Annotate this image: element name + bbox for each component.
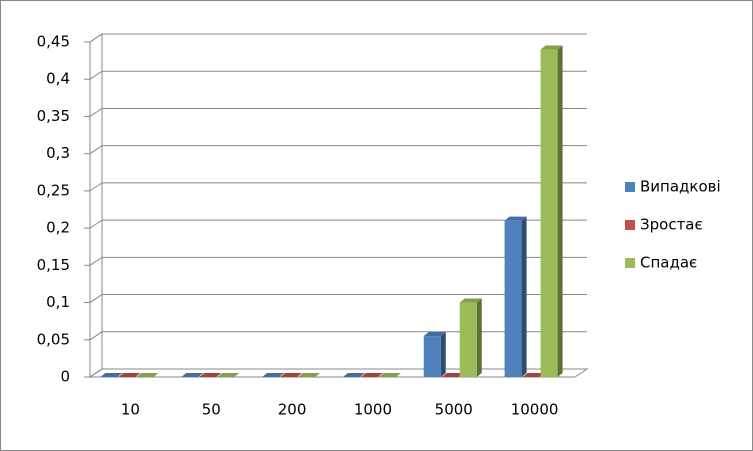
bar-top	[136, 373, 159, 377]
y-tick-label: 0,3	[46, 144, 70, 162]
bar	[459, 302, 477, 377]
grid-line	[89, 145, 587, 155]
y-tick-label: 0,4	[46, 70, 70, 88]
bar-top	[441, 373, 464, 377]
bar-side	[557, 45, 563, 377]
bar-top	[100, 373, 123, 377]
y-tick-label: 0,05	[37, 330, 70, 348]
y-tick-label: 0,1	[46, 293, 70, 311]
bar-side	[440, 332, 446, 377]
legend-swatch	[625, 182, 635, 192]
legend-label: Випадкові	[640, 178, 721, 196]
x-tick-label: 200	[278, 401, 307, 419]
bar-top	[540, 45, 563, 50]
y-tick-label: 0	[60, 368, 70, 386]
bar-top	[199, 373, 222, 377]
bar-top	[217, 373, 240, 377]
grid-line	[89, 70, 587, 80]
bar-side	[476, 298, 482, 377]
legend-label: Зростає	[640, 216, 703, 234]
y-tick-label: 0,15	[37, 256, 70, 274]
bar-top	[262, 373, 285, 377]
grid-line	[89, 294, 587, 303]
grid-line	[89, 182, 587, 192]
x-tick-label: 50	[202, 401, 221, 419]
bar-top	[118, 373, 141, 377]
grid-line	[89, 331, 587, 341]
bar-top	[378, 373, 401, 377]
grid-line	[89, 107, 587, 117]
bar	[540, 49, 558, 377]
bar-top	[459, 298, 482, 303]
grid-line	[89, 219, 587, 229]
x-tick-label: 10000	[511, 401, 559, 419]
grid-line	[89, 33, 587, 43]
bar-top	[181, 373, 204, 377]
x-tick-label: 5000	[435, 401, 473, 419]
legend-label: Спадає	[640, 254, 697, 272]
legend-swatch	[625, 220, 635, 230]
y-tick-label: 0,25	[37, 181, 70, 199]
y-tick-label: 0,45	[37, 33, 70, 51]
grid-line	[89, 256, 587, 266]
x-tick-label: 1000	[354, 401, 392, 419]
y-tick-label: 0,2	[46, 219, 70, 237]
bar-top	[522, 373, 545, 377]
bar-top	[298, 373, 321, 377]
bar	[504, 220, 522, 377]
bar-top	[360, 373, 383, 377]
bar-top	[504, 216, 527, 221]
bar-top	[423, 332, 446, 337]
bar-top	[280, 373, 303, 377]
y-tick-label: 0,35	[37, 107, 70, 125]
bar	[423, 336, 441, 377]
bar-side	[521, 216, 527, 377]
legend-swatch	[625, 258, 635, 268]
x-tick-label: 10	[121, 401, 140, 419]
bar-top	[342, 373, 365, 377]
